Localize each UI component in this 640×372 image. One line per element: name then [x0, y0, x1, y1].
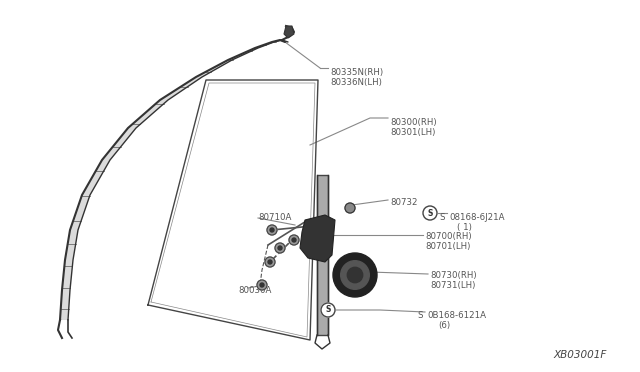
- Circle shape: [345, 203, 355, 213]
- Text: S: S: [417, 311, 422, 320]
- Circle shape: [268, 260, 272, 264]
- Text: S: S: [439, 213, 445, 222]
- Text: 80336N(LH): 80336N(LH): [330, 78, 382, 87]
- Polygon shape: [60, 40, 288, 320]
- Text: 80731(LH): 80731(LH): [430, 281, 476, 290]
- Text: 0B168-6121A: 0B168-6121A: [427, 311, 486, 320]
- Text: ( 1): ( 1): [457, 223, 472, 232]
- Text: XB03001F: XB03001F: [554, 350, 607, 360]
- Circle shape: [275, 243, 285, 253]
- Circle shape: [333, 253, 377, 297]
- Polygon shape: [317, 175, 328, 335]
- Circle shape: [289, 235, 299, 245]
- Text: 80030A: 80030A: [238, 286, 271, 295]
- Circle shape: [265, 257, 275, 267]
- Circle shape: [423, 206, 437, 220]
- Circle shape: [292, 238, 296, 242]
- Text: 80710A: 80710A: [258, 213, 291, 222]
- Circle shape: [348, 267, 363, 283]
- Text: 80701(LH): 80701(LH): [425, 242, 470, 251]
- Circle shape: [340, 261, 369, 289]
- Circle shape: [321, 303, 335, 317]
- Polygon shape: [284, 26, 294, 38]
- Circle shape: [267, 225, 277, 235]
- Text: 80335N(RH): 80335N(RH): [330, 68, 383, 77]
- Circle shape: [257, 280, 267, 290]
- Text: 80732: 80732: [390, 198, 417, 207]
- Polygon shape: [300, 215, 335, 262]
- Circle shape: [260, 283, 264, 287]
- Text: 80300(RH): 80300(RH): [390, 118, 436, 127]
- Text: 80301(LH): 80301(LH): [390, 128, 435, 137]
- Text: S: S: [325, 305, 331, 314]
- Text: S: S: [428, 208, 433, 218]
- Text: 08168-6J21A: 08168-6J21A: [449, 213, 504, 222]
- Text: 80700(RH): 80700(RH): [425, 232, 472, 241]
- Text: 80730(RH): 80730(RH): [430, 271, 477, 280]
- Circle shape: [278, 246, 282, 250]
- Text: (6): (6): [438, 321, 450, 330]
- Circle shape: [270, 228, 274, 232]
